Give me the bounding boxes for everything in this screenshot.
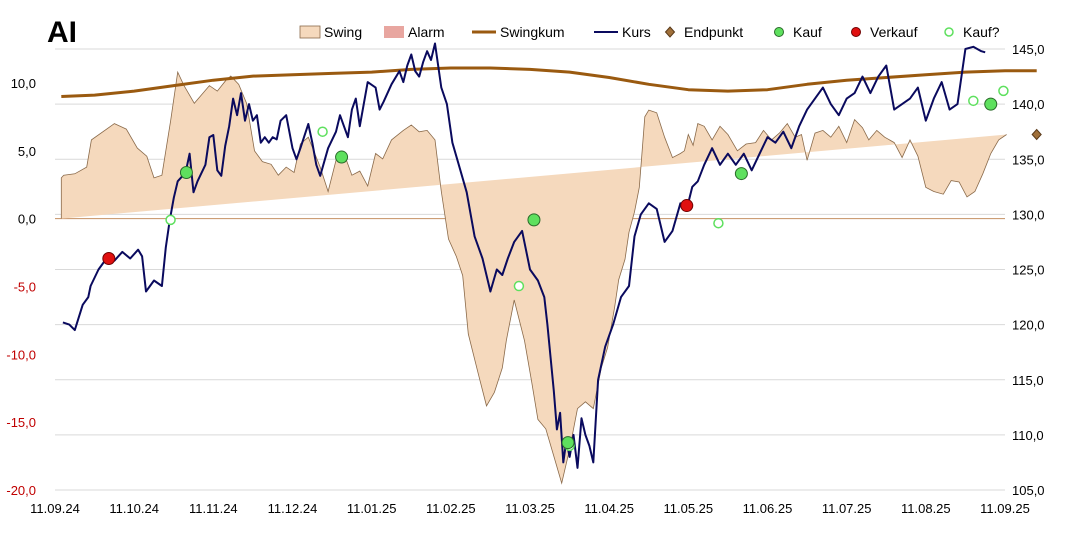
y-left-tick-label: -20,0 bbox=[6, 483, 36, 498]
x-tick-label: 11.04.25 bbox=[584, 501, 634, 516]
x-tick-label: 11.09.25 bbox=[980, 501, 1030, 516]
y-right-tick-label: 140,0 bbox=[1012, 97, 1045, 112]
y-right-tick-label: 130,0 bbox=[1012, 207, 1045, 222]
kauf-marker bbox=[984, 97, 998, 111]
x-tick-label: 11.10.24 bbox=[109, 501, 159, 516]
kauf-marker bbox=[335, 150, 349, 164]
endpunkt-marker bbox=[1031, 128, 1042, 141]
legend-label-swingkum: Swingkum bbox=[500, 24, 565, 40]
y-left-tick-label: 0,0 bbox=[18, 212, 36, 227]
kauf-marker bbox=[527, 213, 541, 227]
verkauf-marker bbox=[680, 199, 694, 213]
y-right-tick-label: 125,0 bbox=[1012, 263, 1045, 278]
legend-swatch-kauf_q bbox=[944, 27, 954, 37]
legend-swatch-kauf bbox=[774, 27, 784, 37]
swingkum-line bbox=[61, 66, 1037, 98]
swing-area bbox=[60, 70, 1007, 485]
swing-area-path bbox=[60, 70, 1007, 485]
kauf-marker bbox=[734, 167, 748, 181]
y-right-tick-label: 145,0 bbox=[1012, 42, 1045, 57]
y-left-tick-label: -5,0 bbox=[14, 279, 36, 294]
y-axis-left: 10,0 5,0 0,0 -5,0 -10,0 -15,0 -20,0 bbox=[6, 76, 36, 498]
x-tick-label: 11.09.24 bbox=[30, 501, 80, 516]
x-tick-label: 11.05.25 bbox=[664, 501, 714, 516]
kauf-question-marker bbox=[165, 214, 176, 226]
x-tick-label: 11.07.25 bbox=[822, 501, 872, 516]
y-left-tick-label: 5,0 bbox=[18, 144, 36, 159]
y-left-tick-label: -10,0 bbox=[6, 347, 36, 362]
y-left-tick-label: -15,0 bbox=[6, 415, 36, 430]
x-tick-label: 11.08.25 bbox=[901, 501, 951, 516]
legend-label-swing: Swing bbox=[324, 24, 362, 40]
kauf-question-marker bbox=[513, 280, 525, 292]
verkauf-marker bbox=[102, 251, 116, 265]
legend-label-kurs: Kurs bbox=[622, 24, 651, 40]
y-right-tick-label: 135,0 bbox=[1012, 152, 1045, 167]
legend-label-kauf: Kauf bbox=[793, 24, 822, 40]
chart-title: AI bbox=[47, 16, 77, 49]
y-right-tick-label: 120,0 bbox=[1012, 318, 1045, 333]
kauf-question-marker bbox=[968, 95, 979, 107]
legend: Swing Alarm Swingkum Kurs Endpunkt Kauf Verkau… bbox=[299, 24, 1000, 40]
y-right-tick-label: 115,0 bbox=[1012, 373, 1044, 388]
x-tick-label: 11.11.24 bbox=[189, 501, 238, 516]
kauf-marker bbox=[561, 436, 575, 450]
legend-label-alarm: Alarm bbox=[408, 24, 445, 40]
markers bbox=[102, 85, 1042, 452]
x-tick-label: 11.03.25 bbox=[505, 501, 555, 516]
kauf-question-marker bbox=[317, 126, 328, 137]
legend-swatch-endpunkt bbox=[664, 26, 676, 38]
x-tick-label: 11.02.25 bbox=[426, 501, 476, 516]
x-tick-label: 11.06.25 bbox=[743, 501, 793, 516]
legend-label-kauf_q: Kauf? bbox=[963, 24, 1000, 40]
legend-swatch-verkauf bbox=[851, 27, 861, 37]
kauf-question-marker bbox=[998, 85, 1009, 97]
x-axis: 11.09.24 11.10.24 11.11.24 11.12.24 11.01.25… bbox=[30, 501, 1030, 516]
y-left-tick-label: 10,0 bbox=[11, 76, 36, 91]
legend-swatch-alarm bbox=[384, 26, 404, 38]
kauf-question-marker bbox=[713, 217, 724, 229]
legend-label-endpunkt: Endpunkt bbox=[684, 24, 743, 40]
y-right-tick-label: 110,0 bbox=[1012, 428, 1044, 443]
x-tick-label: 11.12.24 bbox=[268, 501, 318, 516]
y-axis-right: 145,0 140,0 135,0 130,0 125,0 120,0 115,0 110,0… bbox=[1012, 42, 1045, 498]
legend-label-verkauf: Verkauf bbox=[870, 24, 918, 40]
kurs-polyline bbox=[62, 42, 986, 469]
legend-swatch-swing bbox=[299, 25, 321, 39]
swingkum-polyline bbox=[61, 66, 1037, 98]
y-right-tick-label: 105,0 bbox=[1012, 483, 1045, 498]
kurs-line bbox=[62, 42, 986, 469]
x-tick-label: 11.01.25 bbox=[347, 501, 397, 516]
kauf-marker bbox=[179, 165, 193, 179]
